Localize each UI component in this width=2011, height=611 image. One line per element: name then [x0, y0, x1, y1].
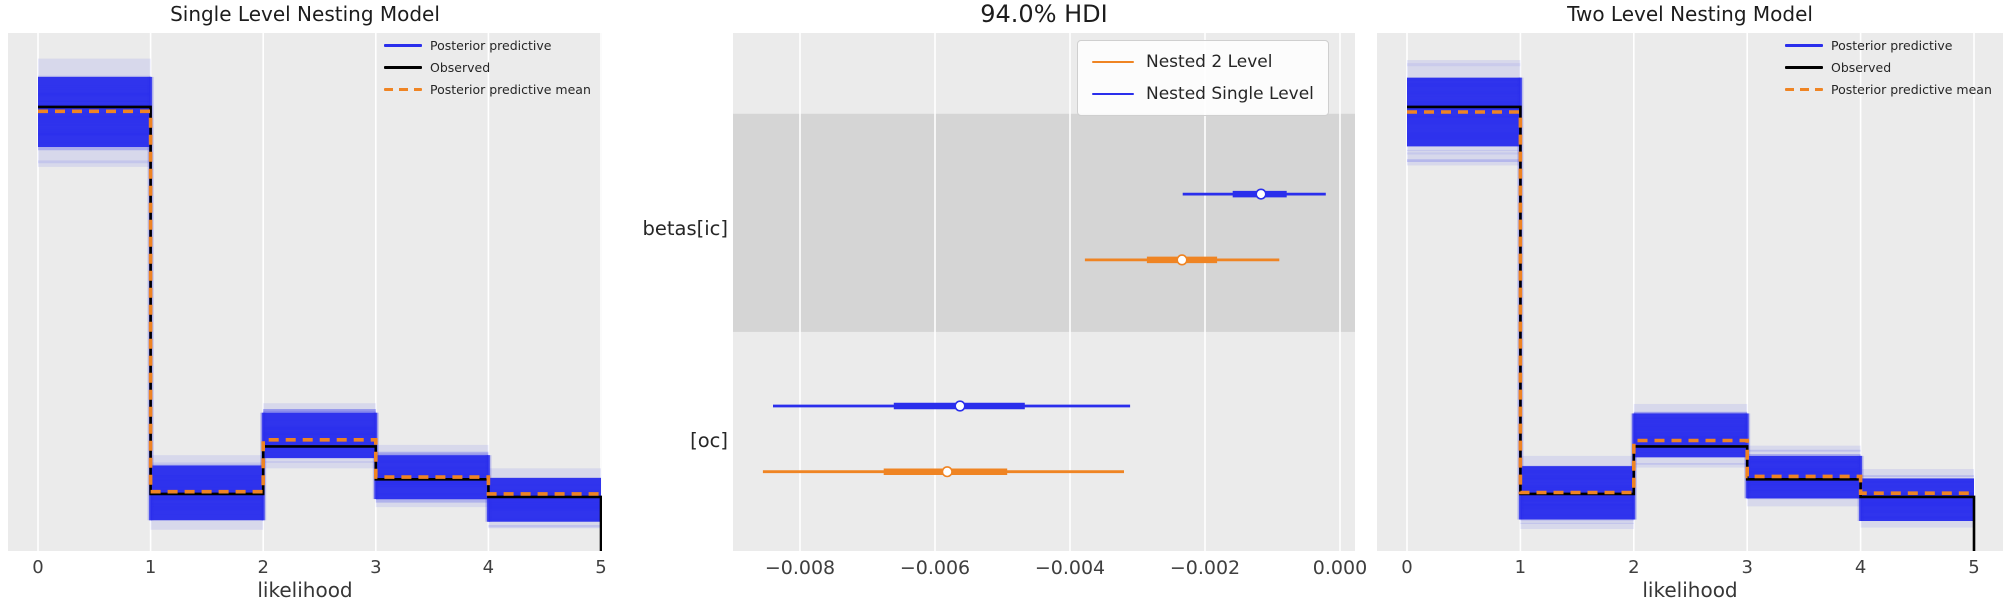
x-tick-label: 4 [1854, 557, 1867, 578]
x-tick-label: 1 [1514, 557, 1527, 578]
legend-line-sample [1785, 66, 1823, 69]
median-marker [941, 466, 953, 478]
legend-label: Posterior predictive [1831, 38, 1953, 53]
posterior-predictive-mean-line [1407, 110, 1974, 495]
legend-item: Posterior predictive [1785, 37, 1992, 54]
median-marker [1255, 188, 1267, 200]
legend-label: Observed [1831, 60, 1892, 75]
x-tick-label: 2 [1628, 557, 1640, 578]
ytick-label-betas-ic: betas[ic] [642, 217, 728, 240]
forest-legend: Nested 2 Level Nested Single Level [1077, 40, 1329, 116]
x-tick-label: 0.000 [1312, 557, 1368, 579]
legend-line-sample [384, 66, 422, 69]
legend-line-sample [384, 87, 422, 92]
legend-item: Nested Single Level [1092, 83, 1314, 105]
posterior-predictive-core-band [488, 477, 601, 522]
x-tick-label: −0.004 [1034, 557, 1106, 579]
x-tick-label: 2 [257, 557, 269, 578]
x-tick-label: 5 [595, 557, 607, 578]
right-plot-title: Two Level Nesting Model [1567, 2, 1813, 26]
legend-label: Posterior predictive [430, 38, 552, 53]
ppc-legend: Posterior predictive Observed Posterior pr… [384, 37, 591, 98]
left-xaxis-label: likelihood [257, 578, 353, 602]
x-tick-label: 1 [144, 557, 157, 578]
legend-item: Observed [384, 59, 591, 76]
legend-line-sample [1092, 92, 1134, 96]
legend-label: Posterior predictive mean [1831, 82, 1992, 97]
posterior-predictive-core-band [263, 412, 376, 459]
legend-item: Nested 2 Level [1092, 51, 1314, 73]
x-tick-label: 4 [482, 557, 495, 578]
legend-line-sample [1092, 60, 1134, 64]
legend-label: Posterior predictive mean [430, 82, 591, 97]
right-xaxis-label: likelihood [1642, 578, 1738, 602]
ppc-legend: Posterior predictive Observed Posterior pr… [1785, 37, 1992, 98]
left-plot-area [8, 33, 602, 551]
legend-label: Nested 2 Level [1146, 52, 1273, 72]
posterior-predictive-core-band [1633, 413, 1748, 458]
x-tick-label: 3 [370, 557, 382, 578]
legend-item: Posterior predictive mean [1785, 81, 1992, 98]
median-marker [954, 400, 966, 412]
x-tick-label: 0 [1401, 557, 1413, 578]
left-plot-title: Single Level Nesting Model [170, 2, 440, 26]
legend-label: Observed [430, 60, 491, 75]
legend-item: Posterior predictive mean [384, 81, 591, 98]
legend-label: Nested Single Level [1146, 84, 1314, 104]
forest-plot-svg [733, 33, 1355, 551]
x-tick-label: 0 [32, 557, 44, 578]
x-tick-label: −0.002 [1169, 557, 1241, 579]
x-tick-label: −0.008 [764, 557, 836, 579]
posterior-predictive-core-band [1860, 478, 1974, 522]
middle-plot-title: 94.0% HDI [980, 0, 1108, 28]
ppc-plot-svg [1406, 33, 1976, 551]
middle-plot-area [733, 33, 1355, 551]
right-plot-area [1377, 33, 2003, 551]
legend-line-sample [1785, 44, 1823, 47]
median-marker [1176, 254, 1188, 266]
x-tick-label: 3 [1741, 557, 1753, 578]
legend-item: Posterior predictive [384, 37, 591, 54]
ppc-plot-svg [37, 33, 602, 551]
row-shading-band [733, 113, 1355, 332]
x-tick-label: −0.006 [899, 557, 971, 579]
legend-line-sample [1785, 87, 1823, 92]
legend-item: Observed [1785, 59, 1992, 76]
ytick-label-oc: [oc] [690, 429, 728, 452]
legend-line-sample [384, 44, 422, 47]
x-tick-label: 5 [1968, 557, 1980, 578]
